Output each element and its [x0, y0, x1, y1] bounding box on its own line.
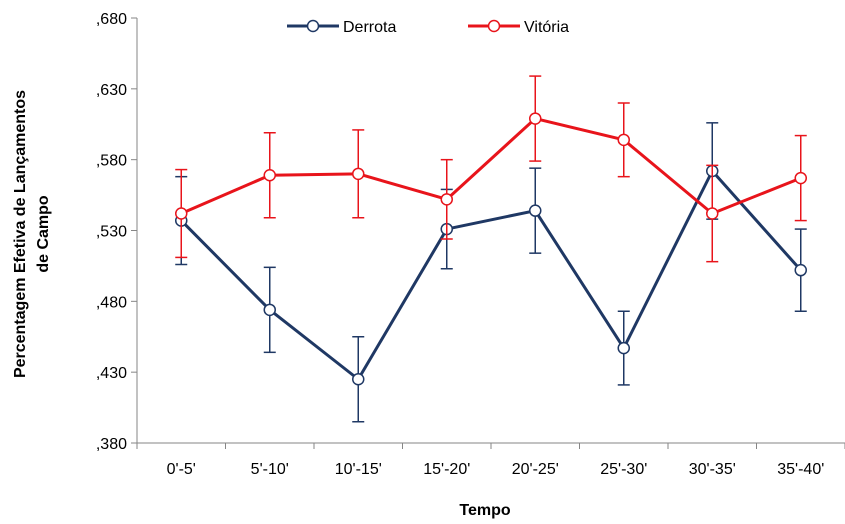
legend-swatch-marker [306, 19, 320, 33]
data-point [175, 207, 188, 220]
data-point [706, 207, 719, 220]
data-point [617, 133, 630, 147]
x-axis-title: Tempo [459, 502, 510, 519]
series-line [180, 169, 802, 381]
data-point [529, 204, 542, 217]
y-tick-label: ,580 [96, 153, 127, 170]
data-point [263, 303, 276, 317]
y-tick-label: ,530 [96, 224, 127, 241]
x-tick-label: 10'-15' [335, 461, 382, 478]
legend: Derrota Vitória [287, 19, 569, 36]
legend-label: Derrota [343, 19, 396, 36]
x-tick-label: 5'-10' [251, 461, 289, 478]
data-point [529, 112, 542, 125]
x-tick-label: 15'-20' [423, 461, 470, 478]
data-point [352, 167, 365, 181]
legend-item-2: Vitória [468, 19, 569, 36]
y-tick-label: ,680 [96, 11, 127, 28]
legend-swatch-marker [487, 19, 501, 33]
y-tick-label: ,630 [96, 82, 127, 99]
series-layer [175, 75, 807, 423]
data-point [794, 171, 807, 185]
x-tick-label: 30'-35' [689, 461, 736, 478]
y-axis-title: Percentagem Efetiva de Lançamentos de Ca… [12, 90, 52, 378]
data-point [617, 341, 630, 355]
axes: ,380 ,430 ,480 ,530 ,580 ,630 ,680 0'-5' 5'-10' 1… [96, 11, 845, 478]
legend-label: Vitória [524, 19, 569, 36]
data-point [263, 169, 276, 182]
x-tick-label: 25'-30' [600, 461, 647, 478]
x-tick-label: 0'-5' [167, 461, 196, 478]
y-tick-label: ,430 [96, 365, 127, 382]
y-axis-title-line-1: Percentagem Efetiva de Lançamentos [12, 90, 29, 378]
y-tick-label: ,380 [96, 436, 127, 453]
legend-item-1: Derrota [287, 19, 396, 36]
series-line [180, 117, 802, 215]
series-2 [175, 75, 807, 263]
y-tick-label: ,480 [96, 294, 127, 311]
data-point [794, 263, 807, 277]
data-point [440, 193, 453, 206]
x-tick-label: 20'-25' [512, 461, 559, 478]
data-point [352, 373, 365, 386]
x-tick-label: 35'-40' [777, 461, 824, 478]
y-axis-title-line-2: de Campo [35, 195, 52, 273]
